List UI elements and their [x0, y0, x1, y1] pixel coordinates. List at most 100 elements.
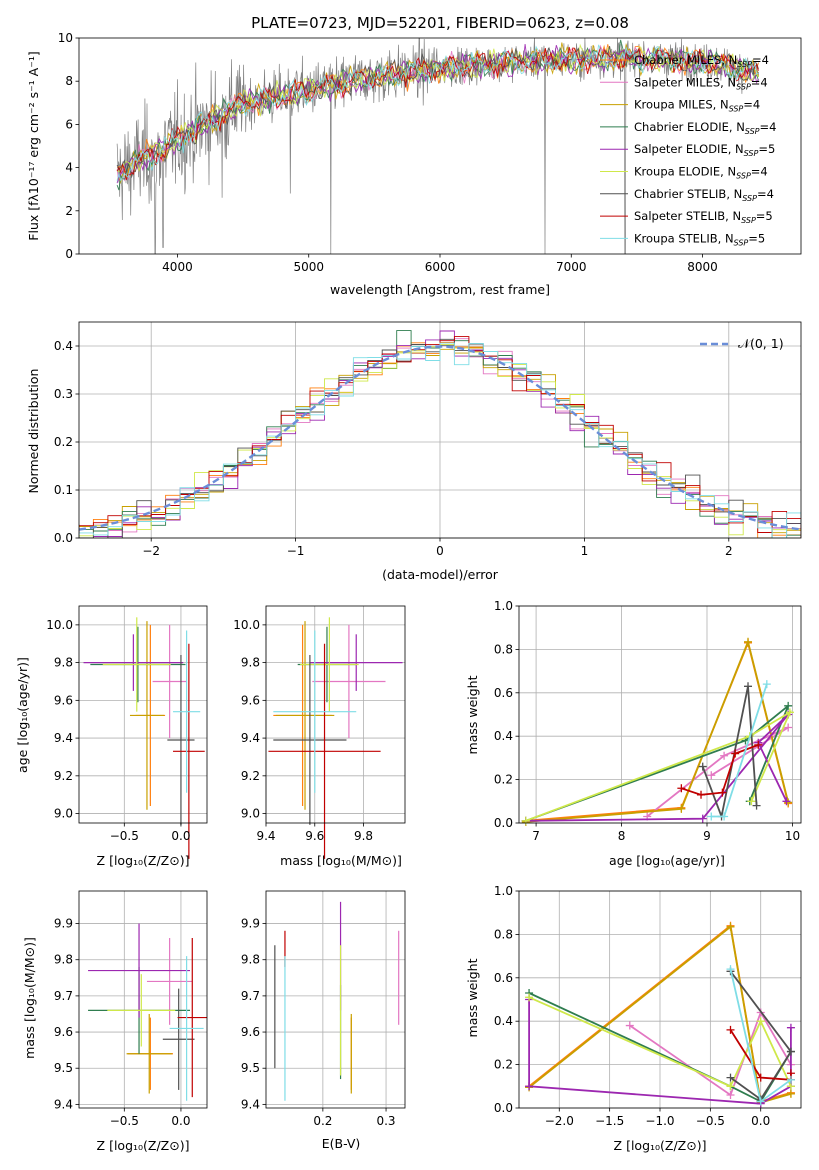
legend-val: =5: [758, 142, 775, 156]
legend-label: Chabrier ELODIE, NSSP=4: [634, 120, 776, 136]
legend-n: N: [732, 209, 741, 223]
legend-sub: SSP: [744, 149, 759, 158]
age_vs_weight-marker: [718, 788, 727, 797]
z-weight-y-label: mass weight: [465, 958, 480, 1037]
age_vs_weight-marker: [720, 812, 729, 821]
age_vs_weight-series-3: [525, 705, 790, 822]
ebv_vs_mass-xtick-label: 0.2: [313, 1114, 332, 1128]
spectrum-xtick-label: 4000: [162, 260, 193, 274]
Z_vs_weight-ytick-label: 0.4: [494, 1014, 513, 1028]
age_vs_weight-marker: [747, 797, 756, 806]
spectrum-xtick-label: 5000: [293, 260, 324, 274]
age_vs_weight-marker: [744, 682, 753, 691]
mass_vs_age-ytick-label: 9.8: [241, 656, 260, 670]
legend-sub: SSP: [734, 238, 749, 247]
age_vs_weight-marker: [677, 804, 686, 813]
histogram-x-label: (data-model)/error: [382, 567, 499, 582]
mass_vs_age-ytick-label: 9.6: [241, 693, 260, 707]
Z_vs_weight-ytick-label: 0.8: [494, 927, 513, 941]
legend-sub: SSP: [736, 172, 751, 181]
Z_vs_weight-marker: [525, 1082, 534, 1091]
ebv-mass-x-label: E(B-V): [322, 1136, 361, 1151]
legend-label: Chabrier STELIB, NSSP=4: [634, 187, 774, 203]
age-weight-y-label: mass weight: [465, 675, 480, 754]
residual_histogram-ytick-label: 0.1: [54, 483, 73, 497]
normal-curve: [79, 345, 801, 531]
age_vs_weight-marker: [744, 637, 753, 646]
age_vs_weight-marker: [720, 751, 729, 760]
Z_vs_weight-marker: [786, 1089, 795, 1098]
spectrum-ytick-label: 4: [65, 161, 73, 175]
spectrum-y-label: Flux [fλ10⁻¹⁷ erg cm⁻² s⁻¹ A⁻¹]: [26, 51, 41, 240]
Z_vs_weight-ytick-label: 0.2: [494, 1058, 513, 1072]
age_vs_weight-marker: [754, 740, 763, 749]
age_vs_weight-marker: [521, 816, 530, 825]
age_vs_weight-xtick-label: 8: [618, 829, 626, 843]
age_vs_weight-ytick-label: 0.0: [494, 816, 513, 830]
age_vs_weight-marker: [782, 797, 791, 806]
spectrum-xtick-label: 7000: [556, 260, 587, 274]
mass_vs_age-xtick-label: 9.8: [354, 829, 373, 843]
legend-label: Kroupa STELIB, NSSP=5: [634, 231, 765, 247]
z-age-x-label: Z [log₁₀(Z/Z⊙)]: [97, 853, 190, 868]
legend-n: N: [734, 187, 743, 201]
age_vs_weight-xtick-label: 7: [532, 829, 540, 843]
Z_vs_weight-ytick-label: 0.0: [494, 1101, 513, 1115]
legend-val: =4: [751, 165, 768, 179]
residual_histogram-ytick-label: 0.4: [54, 339, 73, 353]
mass_vs_age-xtick-label: 9.6: [305, 829, 324, 843]
legend-n: N: [736, 120, 745, 134]
Z_vs_weight-marker: [726, 1090, 735, 1099]
Z_vs_weight-ytick-label: 1.0: [494, 884, 513, 898]
legend-label: Kroupa ELODIE, NSSP=4: [634, 165, 768, 181]
age_vs_weight-marker: [784, 798, 793, 807]
histogram-plot: [79, 330, 801, 538]
legend-sub: SSP: [737, 60, 752, 69]
legend-model: Kroupa ELODIE,: [634, 165, 727, 179]
age_vs_weight-series-1: [646, 726, 789, 818]
residual_histogram-ytick-label: 0.0: [54, 531, 73, 545]
ebv_vs_mass-ytick-label: 9.7: [241, 989, 260, 1003]
figure-title: PLATE=0723, MJD=52201, FIBERID=0623, z=0…: [251, 14, 629, 32]
Z_vs_mass-xtick-label: −0.5: [110, 1114, 139, 1128]
mass_vs_age-xtick-label: 9.4: [256, 829, 275, 843]
age_vs_weight-xtick-label: 10: [785, 829, 800, 843]
legend-val: =4: [743, 98, 760, 112]
Z_vs_weight-marker: [726, 1082, 735, 1091]
residual_histogram-xtick-label: 2: [725, 544, 733, 558]
spectrum-ytick-label: 10: [58, 31, 73, 45]
residual_histogram-xtick-label: 1: [581, 544, 589, 558]
z-age-y-label: age [log₁₀(age/yr)]: [15, 657, 30, 773]
Z_vs_weight-xtick-label: −0.5: [696, 1114, 725, 1128]
age_vs_weight-xtick-label: 9: [703, 829, 711, 843]
spectrum-xtick-label: 8000: [687, 260, 718, 274]
model-spectrum-6: [116, 46, 759, 179]
mass-age-x-label: mass [log₁₀(M/M⊙)]: [280, 853, 402, 868]
legend-label: Salpeter MILES, NSSP=4: [634, 75, 768, 91]
legend-model: Chabrier STELIB,: [634, 187, 734, 201]
legend-model: Chabrier MILES,: [634, 53, 729, 67]
age_vs_weight-marker: [784, 723, 793, 732]
age_vs_weight-ytick-label: 0.2: [494, 773, 513, 787]
age_vs_weight-ytick-label: 0.6: [494, 686, 513, 700]
histogram-y-label: Normed distribution: [26, 369, 41, 494]
ebv_vs_mass-ytick-label: 9.6: [241, 1025, 260, 1039]
Z_vs_age-xtick-label: 0.0: [171, 829, 190, 843]
histogram-step-4: [79, 330, 801, 538]
histogram-legend-label: 𝒩(0, 1): [738, 336, 784, 351]
Z_vs_weight-series-6: [729, 970, 792, 1101]
frame-layer: [75, 37, 802, 1112]
Z_vs_mass-ytick-label: 9.5: [54, 1061, 73, 1075]
ebv_vs_mass-ytick-label: 9.4: [241, 1097, 260, 1111]
age_vs_weight-marker: [677, 784, 686, 793]
Z_vs_mass-ytick-label: 9.4: [54, 1097, 73, 1111]
Z_vs_mass-ytick-label: 9.7: [54, 989, 73, 1003]
ebv_vs_mass-xtick-label: 0.3: [376, 1114, 395, 1128]
Z_vs_mass-frame: [78, 890, 208, 1109]
legend-n: N: [725, 231, 734, 245]
legend-model: Kroupa MILES,: [634, 98, 720, 112]
Z_vs_age-ytick-label: 9.2: [54, 769, 73, 783]
Z_vs_age-ytick-label: 9.6: [54, 693, 73, 707]
age_vs_weight-marker: [707, 771, 716, 780]
